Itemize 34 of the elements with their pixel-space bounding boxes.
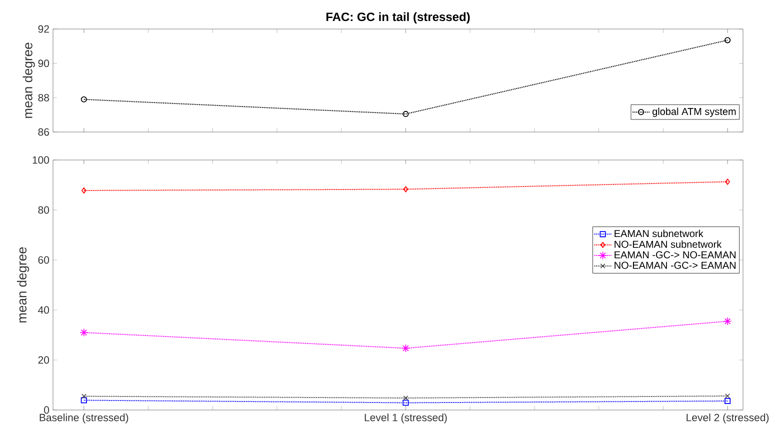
point [724,398,731,404]
point [402,400,409,406]
y-tick-label: 0 [44,406,50,414]
y-tick-label: 20 [38,356,50,364]
y-tick-label: 92 [38,25,49,33]
x-tick-label: Level 1 (stressed) [364,414,447,424]
y-axis-title: mean degree [16,247,30,322]
point [724,317,732,326]
y-tick-label: 90 [38,60,50,68]
point [80,397,87,404]
y-tick-label: 40 [38,306,50,314]
point [725,394,730,398]
point [82,187,86,194]
y-tick-label: 88 [38,94,50,102]
y-tick-label: 80 [38,206,50,214]
y-axis-title: mean degree [22,42,35,118]
y-tick-label: 86 [38,128,50,136]
legend-label: NO-EAMAN subnetwork [614,240,722,248]
x-tick-label: Baseline (stressed) [40,414,128,424]
point [402,110,409,118]
y-tick-label: 100 [32,156,50,164]
chart-title: FAC: GC in tail (stressed) [326,12,470,24]
point [724,37,731,44]
legend-label: EAMAN -GC-> NO-EAMAN [614,251,736,258]
point [403,186,408,192]
point [402,344,410,352]
legend-label: NO-EAMAN -GC-> EAMAN [614,262,736,269]
point [80,328,88,336]
x-tick-label: Level 2 (stressed) [686,414,769,424]
point [80,96,87,102]
legend-label: EAMAN subnetwork [614,230,704,238]
legend-label: global ATM system [652,108,736,118]
point [725,178,730,185]
y-tick-label: 60 [38,256,50,264]
